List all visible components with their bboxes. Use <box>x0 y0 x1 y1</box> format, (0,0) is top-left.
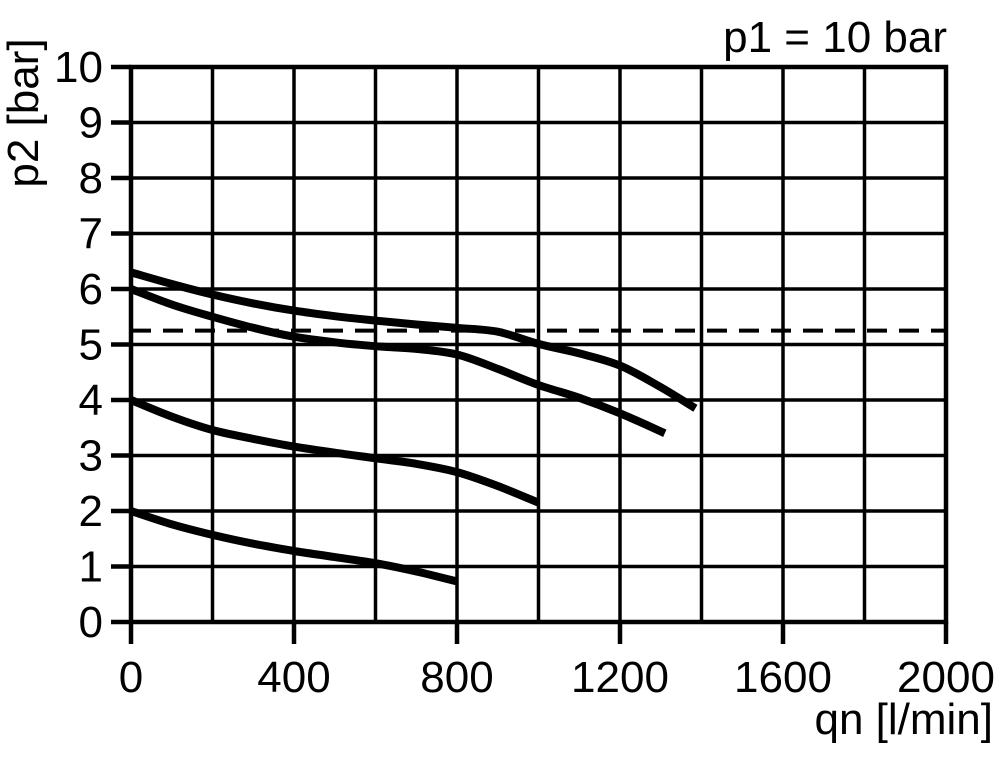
x-tick-label: 1200 <box>571 653 669 702</box>
tick-labels: 0 1 2 3 4 5 6 7 8 9 10 0 400 800 1200 1600 2000 <box>54 43 995 702</box>
curve-2-start-6.0-bar <box>129 285 667 437</box>
data-curves <box>129 268 698 586</box>
x-tick-label: 1600 <box>734 653 832 702</box>
y-tick-label: 1 <box>79 543 103 592</box>
y-tick-label: 5 <box>79 321 103 370</box>
y-axis-label: p2 [bar] <box>0 38 48 187</box>
x-tick-label: 800 <box>420 653 493 702</box>
y-tick-label: 0 <box>79 598 103 647</box>
p1-annotation: p1 = 10 bar <box>723 13 947 62</box>
y-tick-label: 4 <box>79 376 103 425</box>
y-tick-label: 2 <box>79 487 103 536</box>
curve-3-start-4.0-bar <box>129 396 541 507</box>
axis-ticks <box>111 64 949 644</box>
x-tick-label: 400 <box>257 653 330 702</box>
plot-frame-group <box>128 64 949 625</box>
x-tick-label: 0 <box>119 653 143 702</box>
x-axis-label: qn [l/min] <box>814 695 993 744</box>
plot-frame <box>128 64 949 625</box>
y-tick-label: 8 <box>79 154 103 203</box>
x-tick-label: 2000 <box>897 653 995 702</box>
y-tick-label: 7 <box>79 210 103 259</box>
curve-4-start-2.0-bar <box>129 507 458 586</box>
curve-1-start-6.3-bar <box>129 268 698 412</box>
y-tick-label: 10 <box>54 43 103 92</box>
y-tick-label: 9 <box>79 99 103 148</box>
y-tick-label: 6 <box>79 265 103 314</box>
y-tick-label: 3 <box>79 432 103 481</box>
